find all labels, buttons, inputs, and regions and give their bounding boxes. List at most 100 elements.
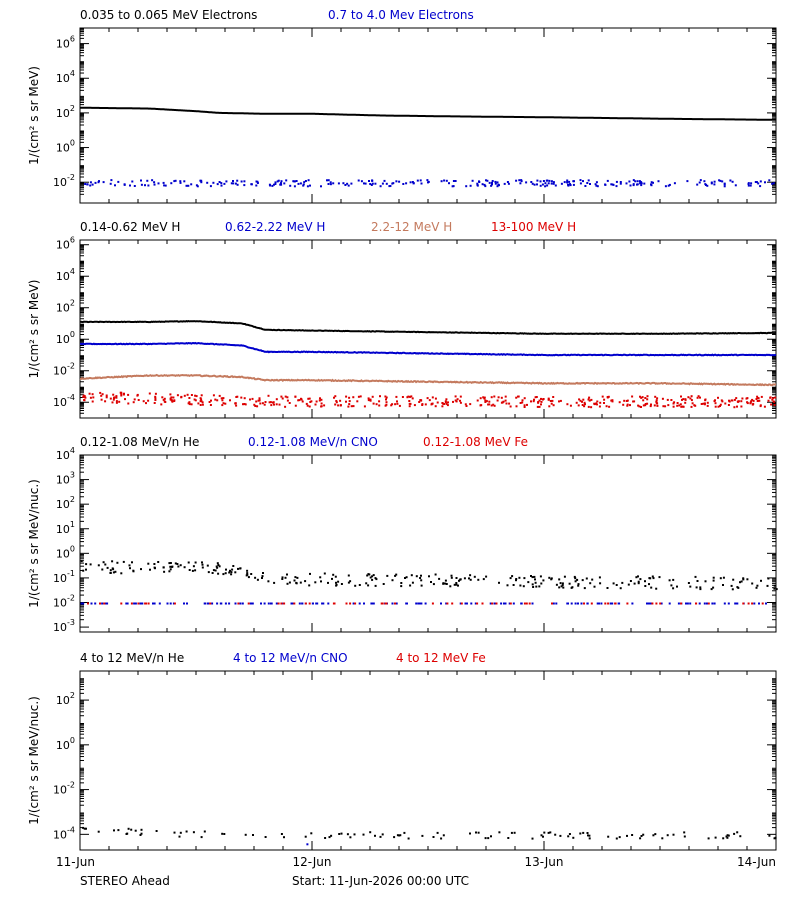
- data-point: [771, 398, 774, 401]
- data-point: [581, 400, 583, 403]
- data-point: [122, 393, 125, 396]
- data-point: [236, 183, 239, 186]
- legend-entry: 0.12-1.08 MeV/n He: [80, 435, 199, 449]
- data-point: [169, 398, 172, 401]
- data-point: [586, 182, 589, 184]
- data-point: [604, 183, 607, 186]
- data-point: [347, 574, 350, 577]
- data-point: [479, 397, 482, 400]
- data-point: [132, 569, 135, 572]
- data-point: [332, 573, 335, 576]
- data-point: [370, 184, 373, 186]
- data-point: [539, 180, 542, 183]
- data-point: [751, 398, 754, 401]
- data-point: [664, 185, 667, 188]
- data-point: [494, 182, 497, 185]
- data-point: [773, 404, 776, 406]
- data-point: [130, 828, 133, 831]
- data-point: [166, 602, 169, 605]
- data-point: [106, 566, 109, 569]
- y-tick-label: 102: [56, 104, 75, 120]
- data-point: [498, 581, 500, 584]
- data-point: [86, 183, 89, 186]
- data-point: [507, 182, 510, 185]
- data-point: [583, 602, 585, 605]
- data-point: [544, 182, 547, 185]
- data-point: [255, 184, 258, 187]
- data-point: [411, 397, 414, 400]
- data-point: [440, 180, 443, 183]
- series: [306, 843, 309, 846]
- data-point: [636, 183, 638, 186]
- data-point: [352, 405, 355, 408]
- data-point: [523, 397, 526, 400]
- data-point: [491, 181, 493, 184]
- data-point: [97, 181, 100, 184]
- data-point: [681, 405, 684, 408]
- data-point: [378, 404, 381, 407]
- data-point: [101, 568, 104, 571]
- data-point: [362, 833, 365, 836]
- data-point: [769, 396, 772, 399]
- data-point: [137, 602, 140, 605]
- data-point: [104, 602, 107, 605]
- y-tick-label: 104: [56, 267, 75, 283]
- y-tick-label: 10-4: [53, 825, 75, 841]
- data-point: [487, 403, 490, 406]
- data-point: [253, 403, 256, 406]
- start-time-label: Start: 11-Jun-2026 00:00 UTC: [292, 874, 469, 888]
- data-point: [172, 396, 175, 399]
- data-point: [727, 404, 730, 406]
- data-point: [477, 831, 480, 834]
- data-point: [517, 395, 520, 398]
- data-point: [428, 399, 431, 402]
- data-point: [452, 180, 455, 182]
- data-point: [532, 400, 535, 403]
- data-point: [760, 579, 762, 582]
- data-point: [622, 403, 625, 406]
- data-point: [484, 837, 487, 840]
- data-point: [656, 397, 659, 400]
- data-point: [693, 404, 696, 407]
- data-point: [639, 837, 642, 840]
- data-point: [567, 183, 569, 186]
- data-point: [689, 602, 692, 605]
- data-point: [476, 184, 479, 187]
- data-point: [420, 399, 423, 402]
- data-point: [496, 185, 499, 188]
- data-point: [273, 183, 275, 186]
- data-point: [680, 395, 682, 398]
- data-point: [747, 602, 750, 605]
- data-point: [591, 578, 594, 581]
- data-point: [550, 402, 553, 405]
- data-point: [531, 837, 534, 840]
- data-point: [736, 405, 738, 408]
- data-point: [168, 562, 171, 565]
- data-point: [268, 183, 271, 186]
- data-point: [644, 403, 647, 405]
- data-point: [491, 602, 494, 605]
- y-tick-label: 102: [56, 299, 75, 315]
- data-point: [756, 400, 759, 402]
- data-point: [595, 181, 598, 184]
- data-point: [512, 584, 515, 586]
- y-axis-label: 1/(cm² s sr MeV): [27, 280, 41, 379]
- data-point: [349, 580, 352, 583]
- data-point: [443, 179, 446, 182]
- data-point: [531, 576, 534, 579]
- data-point: [89, 181, 92, 184]
- data-point: [194, 394, 197, 397]
- data-point: [386, 574, 389, 577]
- data-point: [680, 602, 683, 605]
- data-point: [333, 396, 335, 399]
- data-point: [268, 401, 271, 404]
- data-point: [188, 401, 191, 404]
- panel-1: 0.035 to 0.065 MeV Electrons 0.7 to 4.0 M…: [27, 8, 777, 204]
- data-point: [293, 579, 296, 582]
- data-point: [102, 181, 105, 184]
- data-point: [229, 399, 231, 402]
- data-point: [219, 602, 222, 605]
- data-point: [561, 582, 564, 585]
- data-point: [469, 574, 472, 577]
- data-point: [345, 400, 347, 403]
